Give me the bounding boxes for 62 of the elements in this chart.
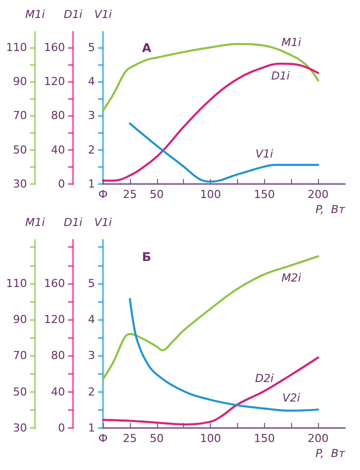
- x-tick-label: 150: [254, 188, 275, 201]
- y3-tick-label: 30: [13, 178, 27, 190]
- x-tick-label: 50: [150, 188, 164, 201]
- y-tick-label: 2: [88, 143, 95, 156]
- y3-tick-label: 70: [13, 349, 27, 362]
- y3-axis-title: M1i: [25, 216, 45, 229]
- series-label: M1i: [281, 36, 301, 50]
- y3-tick-label: 90: [13, 313, 27, 326]
- y-tick-label: 5: [88, 276, 95, 290]
- x-axis-title: P, Вт: [315, 447, 346, 460]
- series-label: M2i: [281, 271, 301, 284]
- y-tick-label: 1: [88, 422, 95, 434]
- y-tick-label: 4: [88, 313, 95, 326]
- y3-tick-label: 50: [13, 385, 27, 398]
- y2-tick-label: 120: [44, 75, 65, 88]
- series-label: V1i: [256, 148, 274, 161]
- y2-tick-label: 120: [44, 313, 65, 326]
- x-tick-label: Ф: [98, 188, 108, 201]
- y2-tick-label: 80: [51, 349, 65, 362]
- x-tick-label: 100: [200, 188, 222, 201]
- series-label: D1i: [271, 70, 290, 83]
- line-series: [128, 122, 320, 183]
- y3-tick-label: 70: [13, 109, 27, 122]
- x-tick-label: Ф: [98, 432, 108, 445]
- line-series: [102, 356, 320, 426]
- y3-tick-label: 30: [13, 422, 27, 434]
- y2-tick-label: 160: [44, 40, 65, 54]
- x-tick-label: 100: [200, 432, 222, 445]
- y2-axis-title: D1i: [64, 216, 82, 229]
- y3-axis-title: M1i: [25, 8, 45, 21]
- y-tick-label: 3: [88, 349, 95, 362]
- x-tick-label: 200: [308, 188, 329, 201]
- y2-tick-label: 0: [58, 422, 65, 434]
- y2-tick-label: 160: [44, 276, 65, 290]
- x-tick-label: 200: [308, 432, 329, 445]
- line-series: [102, 62, 320, 182]
- text: A: [142, 41, 152, 55]
- y2-tick-label: 80: [51, 109, 65, 122]
- x-axis-title: P, Вт: [315, 203, 346, 216]
- y-axis-title: V1i: [94, 216, 112, 229]
- y2-tick-label: 40: [51, 143, 65, 156]
- y2-tick-label: 40: [51, 385, 65, 398]
- text: Б: [142, 250, 152, 264]
- y2-axis-title: D1i: [64, 8, 82, 21]
- x-tick-label: 25: [122, 188, 137, 201]
- y3-tick-label: 90: [13, 75, 27, 88]
- x-tick-label: 50: [150, 432, 164, 445]
- x-tick-label: 150: [254, 432, 275, 445]
- series-label: V2i: [282, 392, 300, 405]
- x-tick-label: 25: [122, 432, 137, 445]
- y-tick-label: 4: [88, 75, 95, 88]
- y-tick-label: 1: [88, 178, 95, 190]
- y-tick-label: 3: [88, 109, 95, 122]
- line-series: [128, 298, 320, 412]
- y3-tick-label: 50: [13, 143, 27, 156]
- y2-tick-label: 0: [58, 178, 65, 190]
- y-axis-title: V1i: [94, 8, 112, 21]
- y3-tick-label: 110: [6, 276, 27, 290]
- y3-tick-label: 110: [6, 40, 27, 54]
- y-tick-label: 2: [88, 385, 95, 398]
- y-tick-label: 5: [88, 40, 95, 54]
- series-label: D2i: [255, 372, 274, 385]
